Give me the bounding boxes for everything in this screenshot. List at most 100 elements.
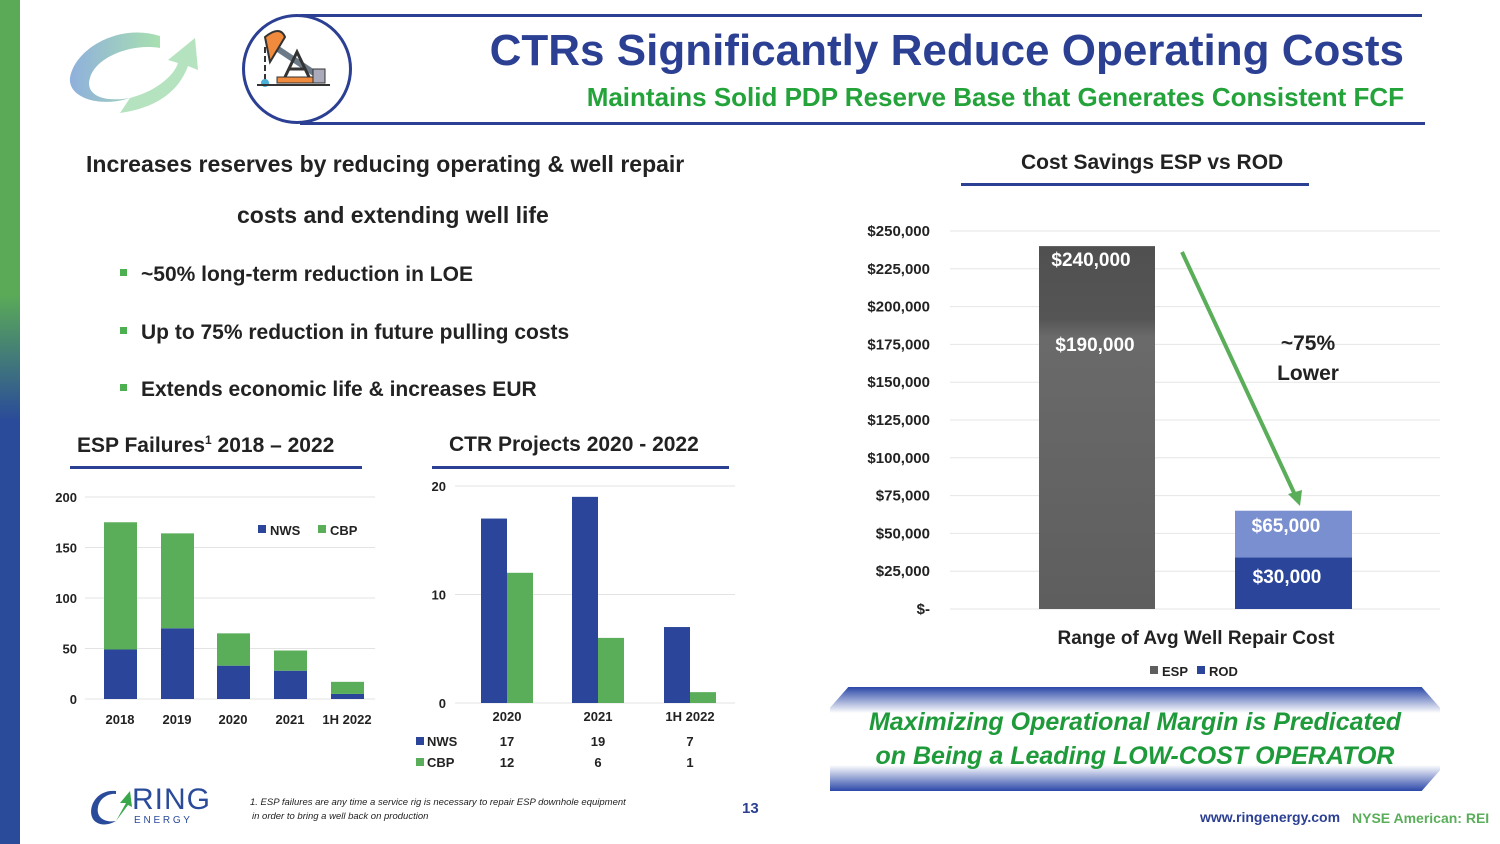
y-tick-label: $50,000 <box>876 525 930 542</box>
bar-nws <box>664 627 690 703</box>
x-tick-label: 2020 <box>219 712 248 727</box>
bar-cbp <box>507 572 533 703</box>
table-value-nws: 17 <box>500 734 514 749</box>
y-tick-label: $75,000 <box>876 488 930 505</box>
y-tick-label: 20 <box>432 479 446 494</box>
y-tick-label: 0 <box>70 692 77 707</box>
annotation-lower: Lower <box>1277 362 1339 385</box>
pumpjack-icon <box>242 14 352 124</box>
logo-ring-text: RING <box>132 783 211 816</box>
table-value-nws: 19 <box>591 734 605 749</box>
ring-logo-icon <box>91 790 132 825</box>
footnote-line-2: in order to bring a well back on product… <box>252 811 429 822</box>
y-tick-label: $250,000 <box>867 223 930 240</box>
esp-low-label: $190,000 <box>1055 335 1134 356</box>
left-accent-bar <box>0 0 20 844</box>
bar-cbp <box>598 637 624 703</box>
ticker-label: NYSE American: REI <box>1352 810 1490 826</box>
intro-line-1: Increases reserves by reducing operating… <box>86 151 685 177</box>
table-value-cbp: 6 <box>594 755 601 770</box>
legend-rod-swatch <box>1197 666 1205 674</box>
x-tick-label: 1H 2022 <box>322 712 371 727</box>
x-tick-label: 2020 <box>493 709 522 724</box>
esp-chart-title: ESP Failures1 2018 – 2022 <box>77 433 334 458</box>
bar-cbp <box>104 522 137 650</box>
y-tick-label: $100,000 <box>867 450 930 467</box>
esp-title-text: ESP Failures <box>77 434 206 457</box>
bullet-item: Extends economic life & increases EUR <box>120 378 537 402</box>
legend-nws-swatch <box>258 525 266 533</box>
y-tick-label: 150 <box>55 541 77 556</box>
page-subtitle: Maintains Solid PDP Reserve Base that Ge… <box>586 82 1404 112</box>
header-bottom-rule <box>300 122 1425 125</box>
x-tick-label: 2018 <box>106 712 135 727</box>
y-tick-label: $150,000 <box>867 374 930 391</box>
ctr-title-underline <box>432 466 729 469</box>
y-tick-label: $25,000 <box>876 563 930 580</box>
page-number: 13 <box>742 800 759 817</box>
legend-cbp-label: CBP <box>330 523 358 538</box>
y-tick-label: $175,000 <box>867 336 930 353</box>
bar-nws <box>572 496 598 703</box>
cycle-arrow-logo-icon <box>69 32 198 113</box>
bar-cbp <box>331 681 364 694</box>
rod-high-label: $65,000 <box>1252 516 1321 537</box>
bar-cbp <box>217 633 250 666</box>
table-cbp-swatch <box>416 758 424 766</box>
legend-nws-label: NWS <box>270 523 301 538</box>
footnote-line-1: 1. ESP failures are any time a service r… <box>250 797 626 808</box>
y-tick-label: 50 <box>63 642 77 657</box>
website-link[interactable]: www.ringenergy.com <box>1200 809 1341 825</box>
bar-nws <box>331 693 364 699</box>
intro-line-2: costs and extending well life <box>237 202 549 228</box>
legend-rod-label: ROD <box>1209 664 1238 679</box>
bar-esp <box>1039 246 1155 609</box>
x-tick-label: 2021 <box>276 712 305 727</box>
esp-title-range: 2018 – 2022 <box>211 434 335 457</box>
table-value-nws: 7 <box>686 734 693 749</box>
table-value-cbp: 1 <box>686 755 693 770</box>
table-nws-swatch <box>416 737 424 745</box>
logo-energy-text: E N E R G Y <box>134 815 190 826</box>
bar-cbp <box>690 692 716 703</box>
bar-cbp <box>161 533 194 629</box>
bar-nws <box>481 518 507 703</box>
esp-title-underline <box>70 466 362 469</box>
table-nws-label: NWS <box>427 734 458 749</box>
ring-energy-logo: RING E N E R G Y <box>86 783 216 830</box>
y-tick-label: $225,000 <box>867 261 930 278</box>
y-tick-label: $- <box>917 601 930 618</box>
bullet-item: Up to 75% reduction in future pulling co… <box>120 321 569 345</box>
legend-cbp-swatch <box>318 525 326 533</box>
annotation-percent: ~75% <box>1281 332 1336 355</box>
bar-nws <box>161 628 194 699</box>
y-tick-label: 0 <box>439 696 446 711</box>
y-tick-label: 200 <box>55 490 77 505</box>
bar-nws <box>217 665 250 699</box>
cost-chart-title: Cost Savings ESP vs ROD <box>1021 151 1284 174</box>
y-tick-label: $200,000 <box>867 299 930 316</box>
callout-line-1: Maximizing Operational Margin is Predica… <box>868 708 1402 736</box>
table-value-cbp: 12 <box>500 755 514 770</box>
x-tick-label: 2021 <box>584 709 613 724</box>
reduction-arrow-icon <box>1180 251 1298 498</box>
table-cbp-label: CBP <box>427 755 455 770</box>
x-tick-label: 1H 2022 <box>665 709 714 724</box>
bar-nws <box>274 670 307 699</box>
y-tick-label: 100 <box>55 591 77 606</box>
bar-cbp <box>274 650 307 671</box>
rod-low-label: $30,000 <box>1253 567 1322 588</box>
x-tick-label: 2019 <box>163 712 192 727</box>
legend-esp-label: ESP <box>1162 664 1188 679</box>
footnote-marker: 1 <box>205 433 212 447</box>
bullet-item: ~50% long-term reduction in LOE <box>120 263 473 287</box>
y-tick-label: 10 <box>432 588 446 603</box>
legend-esp-swatch <box>1150 666 1158 674</box>
y-tick-label: $125,000 <box>867 412 930 429</box>
callout-banner: Maximizing Operational Margin is Predica… <box>830 687 1440 791</box>
bar-rod-low <box>1235 557 1352 609</box>
callout-line-2: on Being a Leading LOW-COST OPERATOR <box>875 742 1395 770</box>
esp-high-label: $240,000 <box>1051 250 1130 271</box>
header-top-rule <box>300 14 1422 17</box>
